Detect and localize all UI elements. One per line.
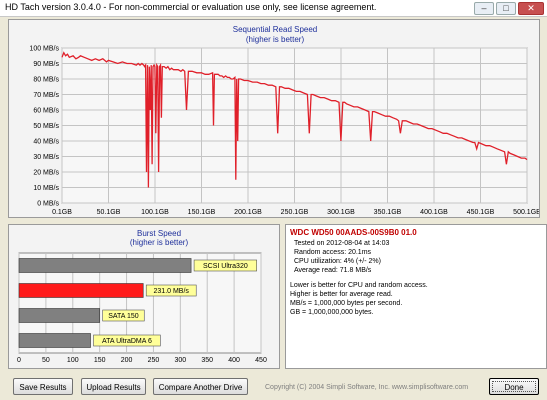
read-y-tick-label: 100 MB/s <box>29 46 59 53</box>
minimize-button[interactable]: – <box>474 2 494 15</box>
read-y-tick-label: 40 MB/s <box>33 139 59 146</box>
cpu-utilization: CPU utilization: 4% (+/- 2%) <box>294 258 381 265</box>
compare-drive-button[interactable]: Compare Another Drive <box>153 378 248 395</box>
burst-x-tick-label: 100 <box>67 357 79 364</box>
burst-bar-label: 231.0 MB/s <box>154 288 190 295</box>
burst-bar <box>18 333 91 348</box>
burst-bar-label: ATA UltraDMA 6 <box>102 338 152 345</box>
random-access: Random access: 20.1ms <box>294 249 372 256</box>
read-x-tick-label: 450.1GB <box>467 209 495 216</box>
burst-x-tick-label: 300 <box>174 357 186 364</box>
note-lower-better: Lower is better for CPU and random acces… <box>290 282 428 289</box>
read-y-tick-label: 60 MB/s <box>33 108 59 115</box>
window-title: HD Tach version 3.0.4.0 - For non-commer… <box>5 2 377 12</box>
read-y-tick-label: 30 MB/s <box>33 154 59 161</box>
burst-bar <box>18 258 192 273</box>
read-x-tick-label: 500.1GB <box>513 209 539 216</box>
burst-bar-label: SCSI Ultra320 <box>203 263 248 270</box>
title-bar: HD Tach version 3.0.4.0 - For non-commer… <box>0 0 547 17</box>
maximize-button[interactable]: □ <box>496 2 516 15</box>
read-chart-subtitle: (higher is better) <box>245 35 305 44</box>
read-x-tick-label: 0.1GB <box>52 209 72 216</box>
upload-results-button[interactable]: Upload Results <box>81 378 146 395</box>
info-panel: WDC WD50 00AADS-00S9B0 01.0 Tested on 20… <box>285 224 547 369</box>
burst-chart: SCSI Ultra320 231.0 MB/s SATA 150 ATA Ultra… <box>17 252 267 364</box>
note-gb: GB = 1,000,000,000 bytes. <box>290 309 374 316</box>
burst-bar-label: SATA 150 <box>108 313 139 320</box>
burst-x-tick-label: 250 <box>148 357 160 364</box>
read-x-tick-label: 400.1GB <box>420 209 448 216</box>
read-y-tick-label: 80 MB/s <box>33 77 59 84</box>
burst-x-tick-label: 0 <box>17 357 21 364</box>
burst-bar-label-box <box>102 309 145 322</box>
read-x-tick-label: 300.1GB <box>327 209 355 216</box>
burst-bar <box>18 283 144 298</box>
burst-chart-panel: SCSI Ultra320 231.0 MB/s SATA 150 ATA Ultra… <box>8 224 280 369</box>
read-y-tick-label: 0 MB/s <box>37 201 59 208</box>
burst-bar-label-box <box>93 334 161 347</box>
burst-x-tick-label: 400 <box>228 357 240 364</box>
burst-chart-subtitle: (higher is better) <box>129 238 189 247</box>
read-chart-title: Sequential Read Speed <box>232 25 318 34</box>
read-chart: 0 MB/s 10 MB/s 20 MB/s 30 MB/s 40 MB/s 50 MB/… <box>29 46 539 217</box>
burst-x-tick-label: 150 <box>94 357 106 364</box>
read-y-tick-label: 10 MB/s <box>33 185 59 192</box>
read-x-tick-label: 250.1GB <box>281 209 309 216</box>
burst-x-tick-label: 350 <box>201 357 213 364</box>
read-x-tick-label: 200.1GB <box>234 209 262 216</box>
read-y-tick-label: 70 MB/s <box>33 92 59 99</box>
read-x-tick-label: 150.1GB <box>188 209 216 216</box>
burst-bar-label-box <box>193 259 257 272</box>
copyright-text: Copyright (C) 2004 Simpli Software, Inc.… <box>265 384 469 391</box>
read-y-tick-label: 90 MB/s <box>33 61 59 68</box>
read-speed-line <box>61 51 528 188</box>
read-x-tick-label: 100.1GB <box>141 209 169 216</box>
save-results-button[interactable]: Save Results <box>13 378 73 395</box>
drive-name: WDC WD50 00AADS-00S9B0 01.0 <box>290 228 417 237</box>
burst-chart-title: Burst Speed <box>136 229 182 238</box>
burst-x-tick-label: 450 <box>255 357 267 364</box>
read-y-tick-label: 50 MB/s <box>33 123 59 130</box>
done-button[interactable]: Done <box>489 378 539 395</box>
read-x-tick-label: 50.1GB <box>97 209 121 216</box>
burst-bar <box>18 308 100 323</box>
note-mbs: MB/s = 1,000,000 bytes per second. <box>290 300 403 307</box>
read-y-tick-label: 20 MB/s <box>33 170 59 177</box>
note-higher-better: Higher is better for average read. <box>290 291 393 298</box>
tested-on: Tested on 2012-08-04 at 14:03 <box>294 240 390 247</box>
close-button[interactable]: ✕ <box>518 2 544 15</box>
read-x-tick-label: 350.1GB <box>374 209 402 216</box>
average-read: Average read: 71.8 MB/s <box>294 267 372 274</box>
read-chart-panel: 0 MB/s 10 MB/s 20 MB/s 30 MB/s 40 MB/s 50 MB/… <box>8 19 540 218</box>
burst-x-tick-label: 200 <box>121 357 133 364</box>
burst-bar-label-box <box>145 284 197 297</box>
burst-x-tick-label: 50 <box>42 357 50 364</box>
